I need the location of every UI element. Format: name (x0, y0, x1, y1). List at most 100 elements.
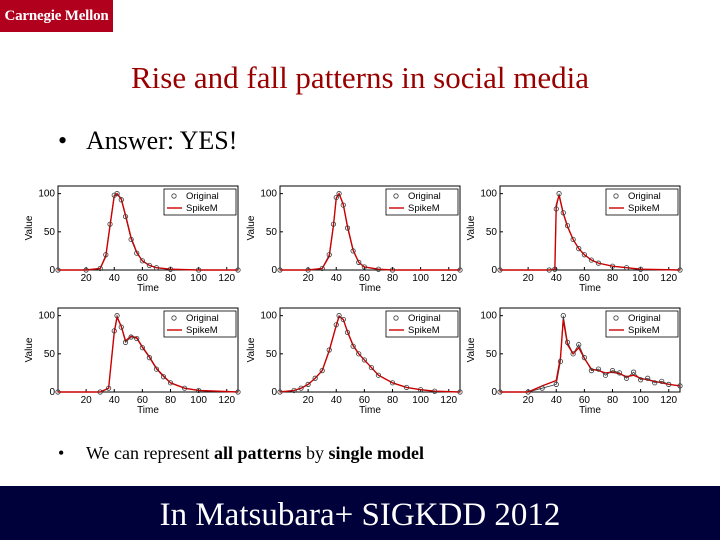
y-axis-label: Value (246, 337, 257, 362)
data-point-original (111, 328, 117, 334)
y-tick-label: 50 (486, 349, 498, 360)
data-point-original (336, 313, 342, 319)
data-point-original (389, 380, 396, 386)
data-point-original (55, 267, 61, 273)
data-point-original (581, 252, 587, 258)
x-axis-label: Time (359, 283, 381, 294)
data-point-original (557, 358, 564, 365)
legend-box (385, 188, 459, 216)
y-tick-label: 0 (491, 387, 497, 398)
legend-label-spikem: SpikeM (186, 325, 218, 336)
x-tick-label: 80 (607, 273, 619, 284)
data-point-original (595, 366, 602, 372)
x-tick-label: 20 (303, 395, 315, 406)
data-point-original (114, 313, 120, 319)
bullet-conclusion-mid: by (301, 443, 329, 463)
data-point-original (553, 381, 559, 387)
data-point-original (564, 339, 571, 345)
data-point-original (128, 236, 134, 243)
x-tick-label: 20 (303, 273, 315, 284)
legend-label-original: Original (186, 191, 219, 202)
y-tick-label: 100 (38, 189, 55, 200)
x-tick-label: 120 (218, 273, 235, 284)
bullet-marker: • (58, 443, 65, 463)
series-line-spikem (279, 315, 461, 393)
data-point-original (616, 370, 623, 376)
y-axis-label: Value (24, 215, 35, 240)
data-point-original (118, 324, 124, 330)
legend-box (385, 310, 459, 338)
data-point-original (55, 389, 61, 395)
y-tick-label: 0 (49, 265, 55, 276)
data-point-original (128, 334, 134, 340)
data-point-original (457, 267, 463, 273)
legend-marker-original (613, 193, 619, 199)
data-point-original (277, 267, 283, 273)
data-point-original (570, 351, 576, 357)
series-line-spikem (280, 192, 460, 271)
data-point-original (630, 369, 637, 375)
data-point-original (326, 347, 332, 353)
legend-label-spikem: SpikeM (408, 325, 440, 336)
data-point-original (389, 267, 396, 273)
data-point-original (326, 252, 332, 258)
data-point-original (160, 374, 167, 380)
legend-label-original: Original (408, 191, 441, 202)
data-point-original (298, 385, 304, 391)
chart-panel-6: 20 40 60 80 100 120 0 50 100 Time Value OriginalSpi… (466, 307, 683, 416)
x-tick-label: 100 (632, 273, 649, 284)
legend-marker-original (613, 315, 619, 321)
data-point-original (333, 322, 339, 328)
data-point-original (196, 387, 202, 394)
y-tick-label: 0 (491, 265, 497, 276)
data-point-original (118, 197, 124, 203)
data-point-original (107, 221, 113, 227)
y-tick-label: 100 (260, 311, 277, 322)
data-point-original (552, 266, 558, 272)
data-point-original (546, 267, 552, 273)
bullet-answer-text: Answer: YES! (86, 126, 238, 155)
data-point-original (361, 264, 367, 270)
legend-label-original: Original (628, 191, 661, 202)
data-point-original (330, 221, 337, 227)
data-point-original (319, 368, 325, 374)
chart-panel-4: 20 40 60 80 100 120 0 50 100 Time Value OriginalSpi… (24, 307, 241, 416)
x-tick-label: 20 (81, 395, 93, 406)
data-point-original (146, 355, 153, 361)
data-point-original (167, 380, 174, 386)
data-point-original (139, 258, 145, 264)
data-point-original (497, 389, 503, 395)
data-point-original (122, 213, 129, 220)
x-tick-label: 40 (331, 273, 343, 284)
chart-grid: 20 40 60 80 100 120 0 50 100 Time Value Original Spi… (24, 176, 684, 431)
data-point-original (403, 384, 410, 391)
y-tick-label: 50 (266, 349, 278, 360)
data-point-original (375, 372, 382, 378)
x-tick-label: 80 (387, 395, 399, 406)
data-point-original (581, 355, 587, 361)
charts-svg: 20 40 60 80 100 120050100TimeValueOriginalSpi… (24, 185, 683, 416)
bullet-marker: • (58, 126, 68, 155)
data-point-original (602, 372, 609, 378)
data-point-original (344, 225, 351, 231)
data-point-original (97, 389, 103, 395)
legend-box (163, 188, 237, 216)
data-point-original (677, 383, 683, 389)
series-line-spikem (58, 192, 238, 271)
legend-label-spikem: SpikeM (186, 203, 218, 214)
data-point-original (570, 236, 576, 243)
y-tick-label: 0 (49, 387, 55, 398)
x-tick-label: 40 (331, 395, 343, 406)
citation-footer: In Matsubara+ SIGKDD 2012 (0, 486, 720, 540)
x-tick-label: 100 (190, 273, 207, 284)
data-point-original (333, 194, 339, 201)
data-point-original (134, 335, 140, 342)
x-tick-label: 60 (359, 395, 371, 406)
x-tick-label: 40 (109, 395, 121, 406)
y-axis-label: Value (24, 337, 35, 362)
legend-label-original: Original (408, 313, 441, 324)
data-point-original (153, 366, 160, 372)
data-point-original (556, 191, 562, 197)
data-point-original (609, 368, 616, 374)
x-tick-label: 120 (440, 273, 457, 284)
